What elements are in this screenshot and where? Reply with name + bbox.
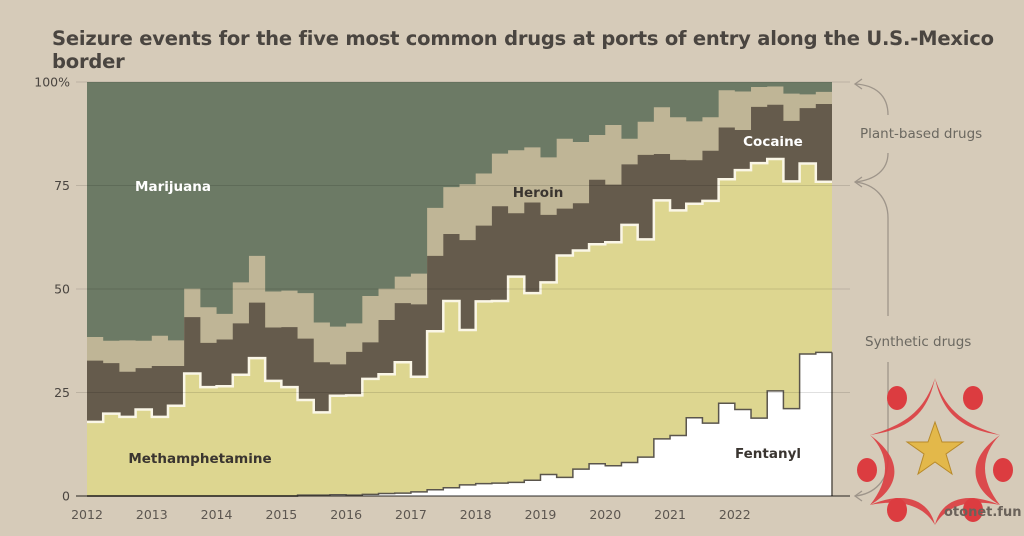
watermark-text: otonet.fun	[944, 505, 1022, 520]
x-tick-label: 2012	[71, 507, 103, 522]
y-tick-label: 100%	[34, 75, 70, 90]
x-tick-label: 2018	[460, 507, 492, 522]
arrow-0-icon	[853, 490, 863, 502]
chart-title: Seizure events for the five most common …	[52, 27, 994, 73]
label-heroin: Heroin	[513, 185, 564, 201]
plant-bracket-top	[854, 83, 889, 116]
y-tick-label: 0	[62, 489, 70, 504]
label-marijuana: Marijuana	[135, 179, 211, 195]
x-tick-label: 2017	[395, 507, 427, 522]
annotation-synthetic: Synthetic drugs	[865, 334, 971, 350]
x-tick-label: 2022	[719, 507, 751, 522]
label-cocaine: Cocaine	[743, 134, 803, 150]
x-axis: 2012 2013 2014 2015 2016 2017 2018 2019 2020 2021…	[71, 507, 751, 522]
series-labels: Marijuana Heroin Cocaine Methamphetamine Fen…	[128, 134, 803, 467]
area-fentanyl	[87, 352, 832, 496]
x-tick-label: 2021	[654, 507, 686, 522]
x-tick-label: 2013	[136, 507, 168, 522]
watermark-logo	[855, 370, 1015, 530]
x-tick-label: 2015	[265, 507, 297, 522]
x-tick-label: 2016	[330, 507, 362, 522]
bracket-annotations: Plant-based drugs Synthetic drugs	[853, 78, 982, 502]
synthetic-bracket-top	[854, 181, 889, 316]
label-fentanyl: Fentanyl	[735, 446, 801, 462]
plant-bracket-bottom	[854, 152, 889, 183]
synthetic-boundary-line	[87, 157, 832, 424]
series-areas	[87, 82, 833, 497]
label-methamphetamine: Methamphetamine	[128, 451, 271, 467]
y-tick-label: 25	[54, 385, 70, 400]
y-tick-label: 50	[54, 282, 70, 297]
arrow-75-icon	[853, 176, 863, 188]
annotation-plant-based: Plant-based drugs	[860, 126, 982, 142]
arrow-100-icon	[853, 78, 863, 90]
star-logo-icon	[857, 378, 1013, 525]
gridlines	[76, 81, 850, 497]
x-tick-label: 2020	[589, 507, 621, 522]
x-tick-label: 2014	[201, 507, 233, 522]
y-axis: 0 25 50 75 100%	[34, 75, 70, 504]
y-tick-label: 75	[54, 178, 70, 193]
x-tick-label: 2019	[525, 507, 557, 522]
